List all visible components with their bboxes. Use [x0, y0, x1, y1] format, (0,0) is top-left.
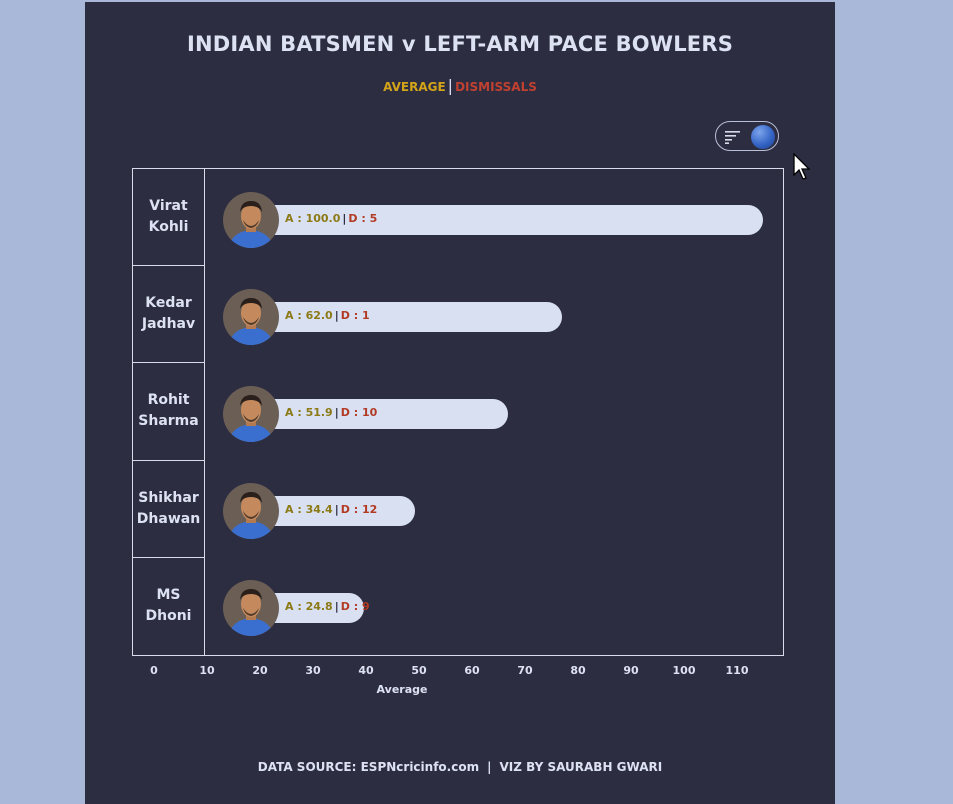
- footer: DATA SOURCE: ESPNcricinfo.com | VIZ BY SAU…: [85, 760, 835, 774]
- player-name: MS Dhoni: [146, 585, 192, 627]
- x-tick-label: 90: [623, 664, 639, 677]
- sort-toggle[interactable]: [715, 121, 779, 151]
- bar-label-separator: |: [334, 406, 339, 419]
- viz-credit: VIZ BY SAURABH GWARI: [499, 760, 663, 774]
- player-name-line: Dhoni: [145, 608, 192, 625]
- legend-separator: |: [447, 76, 454, 95]
- bar-label-average: A : 100.0: [285, 211, 341, 225]
- bar-label: A : 51.9 | D : 10: [285, 406, 377, 419]
- row-label: MS Dhoni: [133, 558, 204, 655]
- player-name-line: Kohli: [148, 219, 189, 236]
- row-label: Virat Kohli: [133, 169, 204, 267]
- bar-label-average: A : 51.9: [285, 406, 333, 419]
- x-tick-label: 30: [305, 664, 321, 677]
- player-name-line: Dhawan: [136, 510, 201, 527]
- x-tick-label: 40: [358, 664, 374, 677]
- player-name-line: Shikhar: [138, 489, 199, 506]
- x-tick-label: 80: [570, 664, 586, 677]
- player-avatar: [223, 288, 279, 345]
- row-label: Kedar Jadhav: [133, 266, 204, 364]
- x-tick-label: 10: [199, 664, 215, 677]
- player-name: Rohit Sharma: [138, 390, 198, 432]
- bar-label-average: A : 62.0: [285, 308, 333, 322]
- bar-label-dismissals: D : 1: [340, 308, 370, 322]
- legend: AVERAGE | DISMISSALS: [85, 76, 835, 95]
- bar[interactable]: [249, 204, 763, 235]
- bar-label-dismissals: D : 12: [340, 503, 378, 517]
- x-tick-label: 20: [252, 664, 268, 677]
- x-tick-label: 60: [464, 664, 480, 677]
- bar-label-dismissals: D : 5: [348, 211, 378, 225]
- player-name-line: Rohit: [147, 392, 190, 409]
- bar[interactable]: [249, 399, 509, 429]
- bar-label-dismissals: D : 10: [340, 406, 378, 419]
- bar[interactable]: [249, 301, 562, 332]
- player-name-line: Sharma: [138, 413, 199, 430]
- bar-label-separator: |: [342, 211, 347, 225]
- bar-label: A : 62.0 | D : 1: [285, 309, 370, 322]
- row-label: Shikhar Dhawan: [133, 461, 204, 558]
- player-avatar: [223, 386, 279, 442]
- x-tick-label: 110: [725, 664, 749, 677]
- x-tick-label: 50: [411, 664, 427, 677]
- mouse-cursor-icon: [793, 153, 811, 180]
- bar-label: A : 34.4 | D : 12: [285, 503, 377, 516]
- bar-label-separator: |: [334, 600, 339, 614]
- dashboard-panel: INDIAN BATSMEN v LEFT-ARM PACE BOWLERS A…: [85, 2, 835, 804]
- bar-label-separator: |: [334, 308, 339, 322]
- legend-average: AVERAGE: [383, 80, 446, 94]
- bar-label: A : 24.8 | D : 9: [285, 600, 370, 613]
- toggle-knob[interactable]: [751, 125, 775, 149]
- x-axis: 0 10 20 30 40 50 60 70 80 90 100 110 Average: [47, 660, 807, 700]
- player-avatar: [223, 580, 279, 637]
- bar-label-dismissals: D : 9: [340, 600, 370, 614]
- bar-label-average: A : 34.4: [285, 503, 333, 517]
- row-label: Rohit Sharma: [133, 363, 204, 461]
- player-name-line: MS: [156, 587, 181, 604]
- x-axis-label: Average: [376, 683, 428, 696]
- sort-icon: [725, 131, 740, 144]
- player-name: Virat Kohli: [149, 196, 189, 238]
- player-name-line: Jadhav: [141, 316, 196, 333]
- footer-separator: |: [487, 760, 492, 774]
- x-tick-label: 0: [150, 664, 158, 677]
- player-avatar: [223, 191, 279, 248]
- player-name-line: Virat: [149, 198, 188, 215]
- player-avatar: [223, 483, 279, 540]
- player-name: Kedar Jadhav: [142, 293, 195, 335]
- chart-frame: Virat Kohli Kedar Jadhav Rohit Sharma Shikhar D…: [132, 168, 784, 656]
- player-name-line: Kedar: [145, 295, 192, 312]
- row-headers: Virat Kohli Kedar Jadhav Rohit Sharma Shikhar D…: [133, 169, 205, 655]
- bar-label-separator: |: [334, 503, 339, 517]
- chart-title: INDIAN BATSMEN v LEFT-ARM PACE BOWLERS: [186, 32, 734, 56]
- legend-dismissals: DISMISSALS: [455, 80, 537, 94]
- bar-label: A : 100.0 | D : 5: [285, 212, 377, 225]
- bar-label-average: A : 24.8: [285, 600, 333, 614]
- data-source: DATA SOURCE: ESPNcricinfo.com: [257, 760, 480, 774]
- x-tick-label: 70: [517, 664, 533, 677]
- x-tick-label: 100: [672, 664, 696, 677]
- player-name: Shikhar Dhawan: [137, 488, 200, 530]
